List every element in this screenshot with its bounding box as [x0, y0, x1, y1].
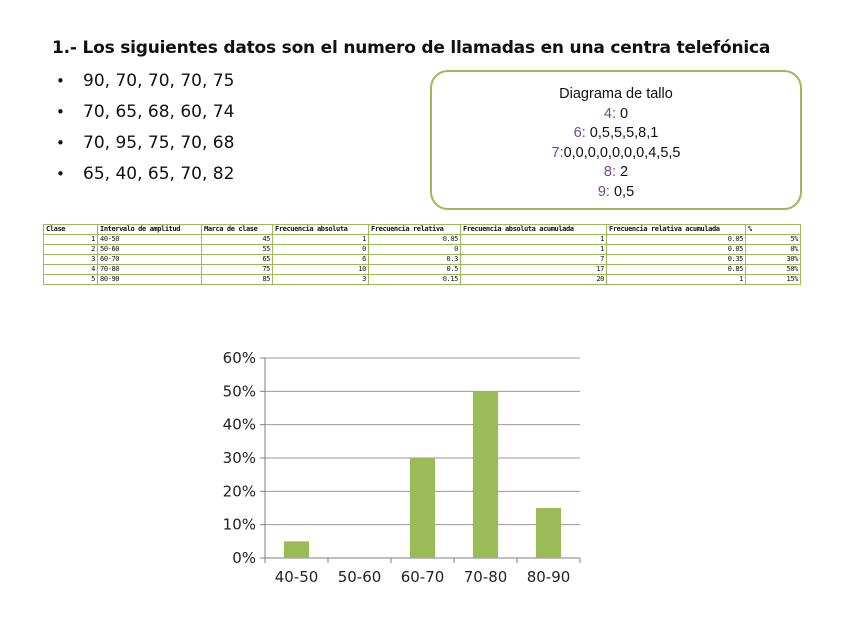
stem-row: 7:0,0,0,0,0,0,0,4,5,5 — [432, 144, 800, 164]
table-cell: 50-60 — [97, 244, 202, 255]
x-tick-label: 40-50 — [275, 568, 319, 586]
stem-row: 4: 0 — [432, 105, 800, 125]
table-cell: 65 — [201, 254, 273, 265]
x-tick-label: 60-70 — [401, 568, 445, 586]
table-row: 3 60-70 65 6 0.3 7 0.35 30% — [43, 254, 801, 265]
table-cell: 0.85 — [606, 264, 746, 275]
table-cell: 75 — [201, 264, 273, 275]
bar-60-70 — [409, 458, 436, 558]
stem-leaf-diagram: Diagrama de tallo 4: 0 6: 0,5,5,5,8,1 7:… — [430, 70, 802, 210]
leaf-values: 0,0,0,0,0,0,0,4,5,5 — [563, 144, 681, 161]
table-cell: 6 — [272, 254, 369, 265]
stem-row: 9: 0,5 — [432, 183, 800, 203]
table-cell: 1 — [606, 274, 746, 285]
table-cell: 80-90 — [97, 274, 202, 285]
table-cell: 55 — [201, 244, 273, 255]
table-cell: 0 — [368, 244, 461, 255]
table-cell: 0.05 — [606, 234, 746, 245]
table-cell: 0% — [745, 244, 801, 255]
column-header: Intervalo de amplitud — [97, 224, 202, 235]
table-cell: 0.15 — [368, 274, 461, 285]
list-item: 90, 70, 70, 70, 75 — [56, 68, 234, 99]
stem-value: 6: — [573, 125, 586, 141]
table-row: 5 80-90 85 3 0.15 20 1 15% — [43, 274, 801, 285]
table-cell: 17 — [460, 264, 607, 275]
column-header: % — [745, 224, 801, 235]
table-row: 1 40-50 45 1 0.05 1 0.05 5% — [43, 234, 801, 245]
column-header: Frecuencia relativa — [368, 224, 461, 235]
list-item: 65, 40, 65, 70, 82 — [56, 161, 234, 192]
clase-cell: 4 — [43, 264, 98, 275]
frequency-table: Clase Intervalo de amplitud Marca de cla… — [43, 224, 801, 285]
clase-cell: 3 — [43, 254, 98, 265]
stem-diagram-title: Diagrama de tallo — [559, 86, 673, 102]
leaf-values: 0 — [616, 105, 629, 122]
table-cell: 0.05 — [368, 234, 461, 245]
x-tick-label: 70-80 — [464, 568, 508, 586]
table-cell: 10 — [272, 264, 369, 275]
table-cell: 7 — [460, 254, 607, 265]
table-body: 1 40-50 45 1 0.05 1 0.05 5% 2 50-60 55 0 0 1 0.05 0% 3 60… — [43, 234, 801, 285]
table-cell: 45 — [201, 234, 273, 245]
stem-value: 4: — [603, 105, 616, 122]
y-tick-label: 30% — [223, 449, 256, 467]
y-tick-label: 10% — [223, 516, 256, 534]
table-cell: 1 — [460, 234, 607, 245]
leaf-values: 0,5 — [609, 183, 635, 200]
stem-row: 6: 0,5,5,5,8,1 — [432, 124, 800, 144]
table-cell: 85 — [201, 274, 273, 285]
bar-80-90 — [535, 508, 562, 558]
table-row: 2 50-60 55 0 0 1 0.05 0% — [43, 244, 801, 255]
table-cell: 15% — [745, 274, 801, 285]
table-cell: 40-50 — [97, 234, 202, 245]
table-cell: 20 — [460, 274, 607, 285]
table-cell: 5% — [745, 234, 801, 245]
column-header: Frecuencia absoluta — [272, 224, 369, 235]
table-cell: 0.05 — [606, 244, 746, 255]
table-cell: 1 — [460, 244, 607, 255]
stem-row: 8: 2 — [432, 163, 800, 183]
table-cell: 0.5 — [368, 264, 461, 275]
table-cell: 50% — [745, 264, 801, 275]
clase-cell: 2 — [43, 244, 98, 255]
column-header: Frecuencia relativa acumulada — [606, 224, 746, 235]
bar-chart: 0% 10% 20% 30% 40% 50% 60% 40-50 50-60 60-70 70-80… — [223, 349, 581, 586]
table-cell: 70-80 — [97, 264, 202, 275]
table-cell: 0.35 — [606, 254, 746, 265]
page-title: 1.- Los siguientes datos son el numero d… — [52, 38, 771, 58]
clase-cell: 5 — [43, 274, 98, 285]
table-cell: 0 — [272, 244, 369, 255]
y-tick-label: 40% — [223, 416, 256, 434]
table-header-row: Clase Intervalo de amplitud Marca de cla… — [43, 224, 801, 235]
data-list: 90, 70, 70, 70, 75 70, 65, 68, 60, 74 70… — [56, 68, 234, 192]
stem-value: 7: — [551, 144, 564, 161]
clase-cell: 1 — [43, 234, 98, 245]
table-cell: 1 — [272, 234, 369, 245]
list-item: 70, 95, 75, 70, 68 — [56, 130, 234, 161]
table-cell: 0.3 — [368, 254, 461, 265]
table-row: 4 70-80 75 10 0.5 17 0.85 50% — [43, 264, 801, 275]
table-cell: 3 — [272, 274, 369, 285]
y-tick-label: 60% — [223, 349, 256, 367]
y-tick-label: 50% — [223, 382, 256, 400]
column-header: Clase — [43, 224, 98, 235]
stem-value: 8: — [603, 164, 616, 180]
leaf-values: 2 — [616, 164, 629, 180]
stem-value: 9: — [597, 183, 610, 200]
x-tick-label: 50-60 — [338, 568, 382, 586]
bar-70-80 — [472, 391, 499, 558]
leaf-values: 0,5,5,5,8,1 — [585, 125, 659, 141]
list-item: 70, 65, 68, 60, 74 — [56, 99, 234, 130]
x-tick-label: 80-90 — [527, 568, 571, 586]
y-tick-label: 20% — [223, 482, 256, 500]
table-cell: 30% — [745, 254, 801, 265]
y-tick-label: 0% — [232, 549, 256, 567]
column-header: Marca de clase — [201, 224, 273, 235]
table-cell: 60-70 — [97, 254, 202, 265]
bar-40-50 — [283, 541, 310, 558]
column-header: Frecuencia absoluta acumulada — [460, 224, 607, 235]
